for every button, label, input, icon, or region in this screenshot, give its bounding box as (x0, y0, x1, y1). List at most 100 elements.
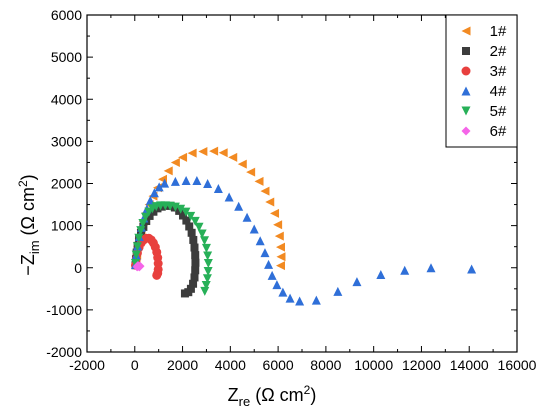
data-point (176, 204, 186, 214)
legend-marker (461, 106, 471, 116)
data-point (228, 152, 238, 162)
legend-label: 6# (490, 123, 507, 140)
data-point (190, 273, 199, 282)
x-tick-label: 16000 (498, 357, 537, 373)
legend-marker (461, 86, 471, 96)
series-5 (130, 201, 213, 296)
data-point (163, 166, 173, 176)
data-point (202, 274, 212, 284)
data-point (149, 188, 159, 198)
data-point (273, 220, 283, 230)
data-point (179, 211, 188, 220)
data-point (191, 258, 200, 267)
x-tick-label: 6000 (263, 357, 294, 373)
data-point (209, 146, 219, 156)
x-tick-label: -2000 (69, 357, 105, 373)
data-point (194, 222, 204, 232)
data-point (265, 197, 275, 207)
data-point (270, 208, 280, 218)
data-point (201, 243, 211, 253)
data-point (198, 146, 208, 156)
data-point (187, 148, 197, 158)
data-point (185, 222, 194, 231)
legend: 1# 2# 3# 4# 5# 6# (445, 14, 518, 148)
data-point (376, 269, 386, 279)
y-tick-label: -1000 (46, 302, 82, 318)
y-tick-label: 3000 (51, 133, 82, 149)
legend-label: 5# (490, 103, 507, 120)
data-point (182, 216, 191, 225)
data-point (145, 211, 154, 220)
x-tick-label: 8000 (310, 357, 341, 373)
x-tick-label: 4000 (215, 357, 246, 373)
data-point (131, 250, 141, 260)
data-point (400, 265, 410, 275)
data-point (197, 229, 207, 239)
data-point (180, 289, 189, 298)
data-point (149, 207, 158, 216)
y-axis-label: −Zim (Ω cm2) (16, 174, 42, 275)
y-tick-label: 2000 (51, 176, 82, 192)
data-point (311, 295, 321, 305)
data-point (352, 277, 362, 287)
data-point (181, 176, 191, 186)
data-point (203, 179, 213, 188)
data-point (152, 270, 162, 280)
data-point (260, 248, 270, 258)
data-point (154, 182, 164, 192)
data-point (200, 286, 210, 296)
data-point (246, 167, 256, 177)
data-point (200, 236, 210, 246)
legend-label: 2# (490, 43, 507, 60)
data-point (333, 286, 343, 296)
data-point (224, 192, 234, 202)
legend-label: 4# (490, 83, 507, 100)
data-point (278, 287, 288, 297)
data-point (201, 280, 211, 290)
y-tick-label: -2000 (46, 344, 82, 360)
data-point (260, 186, 270, 196)
legend-marker (462, 47, 470, 55)
legend-label: 1# (490, 23, 507, 40)
data-point (134, 233, 144, 243)
data-point (190, 243, 199, 252)
data-point (135, 261, 145, 271)
data-point (237, 159, 247, 169)
data-point (190, 216, 200, 226)
data-point (295, 296, 305, 306)
data-point (242, 212, 252, 222)
data-point (467, 264, 477, 274)
data-point (191, 266, 200, 275)
x-tick-label: 0 (131, 357, 139, 373)
y-tick-label: 0 (74, 260, 82, 276)
x-axis-label: Zre (Ω cm2) (228, 383, 317, 409)
data-point (285, 293, 295, 303)
legend-marker (461, 26, 471, 36)
data-point (276, 252, 286, 262)
data-point (191, 251, 200, 260)
axis-ticks: -2000 0 2000 4000 6000 8000 10000 12000 14000 160… (46, 7, 536, 373)
x-tick-label: 12000 (402, 357, 441, 373)
legend-marker (461, 66, 471, 76)
data-point (187, 228, 196, 237)
data-point (181, 207, 191, 217)
data-point (255, 236, 265, 246)
legend-label: 3# (490, 63, 507, 80)
data-point (213, 184, 223, 194)
data-point (136, 226, 146, 236)
legend-marker (461, 126, 471, 136)
data-point (203, 259, 213, 269)
data-point (276, 261, 285, 271)
data-point (203, 267, 213, 277)
data-point (234, 201, 244, 211)
data-point (272, 280, 282, 290)
data-point (274, 231, 284, 241)
data-point (170, 176, 180, 186)
data-point (170, 157, 180, 167)
data-point (218, 148, 228, 158)
data-point (249, 224, 259, 234)
y-tick-label: 1000 (51, 218, 82, 234)
data-series (130, 146, 477, 306)
data-point (264, 259, 274, 269)
